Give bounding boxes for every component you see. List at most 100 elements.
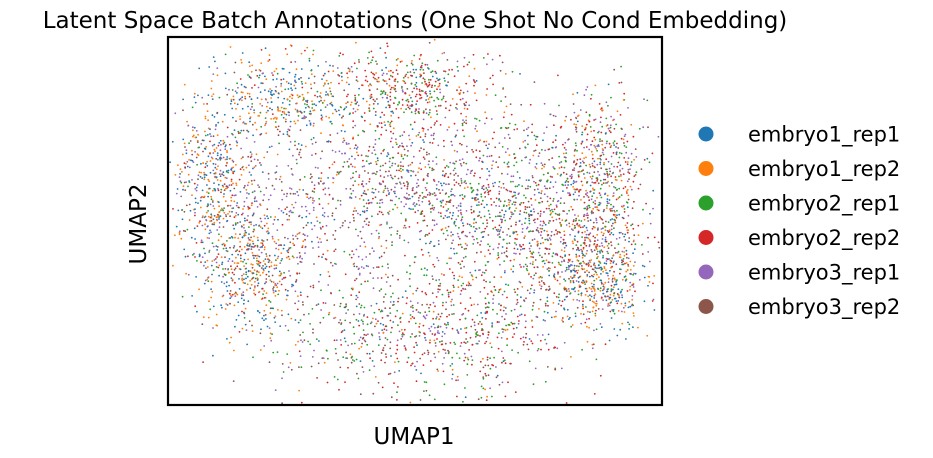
scatter-point [486, 261, 489, 263]
scatter-point [387, 189, 390, 192]
scatter-point [394, 315, 397, 318]
scatter-point [334, 108, 337, 111]
scatter-point [546, 230, 548, 233]
scatter-point [526, 265, 529, 268]
scatter-point [322, 316, 325, 319]
scatter-point [359, 306, 362, 309]
scatter-point [230, 199, 233, 202]
scatter-point [484, 302, 487, 305]
scatter-point [360, 115, 363, 118]
scatter-point [548, 285, 550, 288]
scatter-point [199, 199, 202, 202]
scatter-point [542, 220, 545, 223]
scatter-point [345, 357, 347, 359]
scatter-point [580, 294, 583, 297]
scatter-point [592, 275, 595, 278]
scatter-point [439, 340, 441, 343]
scatter-point [297, 321, 300, 324]
scatter-point [317, 255, 320, 258]
scatter-point [394, 96, 396, 99]
scatter-point [441, 304, 444, 307]
scatter-point [248, 221, 251, 224]
scatter-point [197, 154, 200, 157]
scatter-point [309, 323, 311, 325]
scatter-point [497, 254, 500, 257]
scatter-point [428, 78, 430, 81]
scatter-point [389, 319, 392, 322]
scatter-point [327, 70, 330, 73]
scatter-point [275, 67, 278, 70]
scatter-point [503, 213, 506, 216]
scatter-point [517, 322, 520, 325]
scatter-point [279, 244, 281, 246]
scatter-point [253, 224, 255, 227]
scatter-point [548, 148, 551, 151]
scatter-point [415, 135, 418, 137]
scatter-point [567, 261, 570, 264]
scatter-point [213, 182, 215, 185]
scatter-point [419, 194, 421, 197]
scatter-point [235, 319, 238, 321]
scatter-point [410, 169, 412, 172]
scatter-point [222, 275, 225, 278]
scatter-point [408, 134, 410, 137]
scatter-point [462, 282, 465, 285]
scatter-point [231, 210, 233, 213]
scatter-point [540, 179, 542, 182]
scatter-point [251, 202, 253, 205]
scatter-point [209, 160, 212, 162]
scatter-point [321, 207, 324, 210]
scatter-point [341, 330, 344, 332]
scatter-point [352, 112, 354, 114]
scatter-point [477, 198, 479, 201]
scatter-point [288, 270, 290, 272]
scatter-point [338, 321, 340, 324]
scatter-point [380, 255, 383, 258]
scatter-point [264, 122, 267, 125]
scatter-point [314, 166, 317, 169]
scatter-point [533, 266, 536, 269]
scatter-point [279, 130, 281, 133]
scatter-point [494, 181, 496, 184]
scatter-point [397, 57, 399, 60]
scatter-point [411, 60, 413, 62]
scatter-point [210, 264, 213, 267]
scatter-point [358, 272, 361, 275]
scatter-point [211, 114, 214, 117]
scatter-point [554, 212, 557, 215]
scatter-point [346, 95, 348, 98]
scatter-point [641, 244, 643, 246]
scatter-point [246, 248, 248, 251]
scatter-point [535, 228, 538, 231]
scatter-point [563, 202, 566, 205]
scatter-point [427, 172, 429, 175]
scatter-point [631, 295, 634, 297]
scatter-point [210, 231, 212, 234]
scatter-point [422, 69, 425, 71]
scatter-point [414, 174, 417, 177]
scatter-point [203, 264, 205, 267]
scatter-point [500, 304, 502, 307]
scatter-point [547, 304, 549, 307]
scatter-point [434, 345, 437, 347]
scatter-point [333, 250, 336, 253]
scatter-point [542, 139, 544, 142]
scatter-point [482, 222, 484, 225]
scatter-point [568, 290, 571, 293]
scatter-point [385, 273, 387, 276]
scatter-point [544, 149, 546, 152]
scatter-point [441, 343, 444, 346]
scatter-point [434, 305, 436, 308]
scatter-point [223, 113, 226, 116]
scatter-point [243, 186, 246, 189]
scatter-point [253, 197, 256, 200]
scatter-point [249, 120, 251, 123]
scatter-point [275, 165, 278, 168]
scatter-point [496, 234, 499, 236]
scatter-point [227, 271, 230, 274]
scatter-point [278, 274, 281, 277]
scatter-point [227, 260, 230, 262]
scatter-point [410, 208, 412, 211]
scatter-point [389, 347, 392, 350]
scatter-point [370, 321, 373, 323]
